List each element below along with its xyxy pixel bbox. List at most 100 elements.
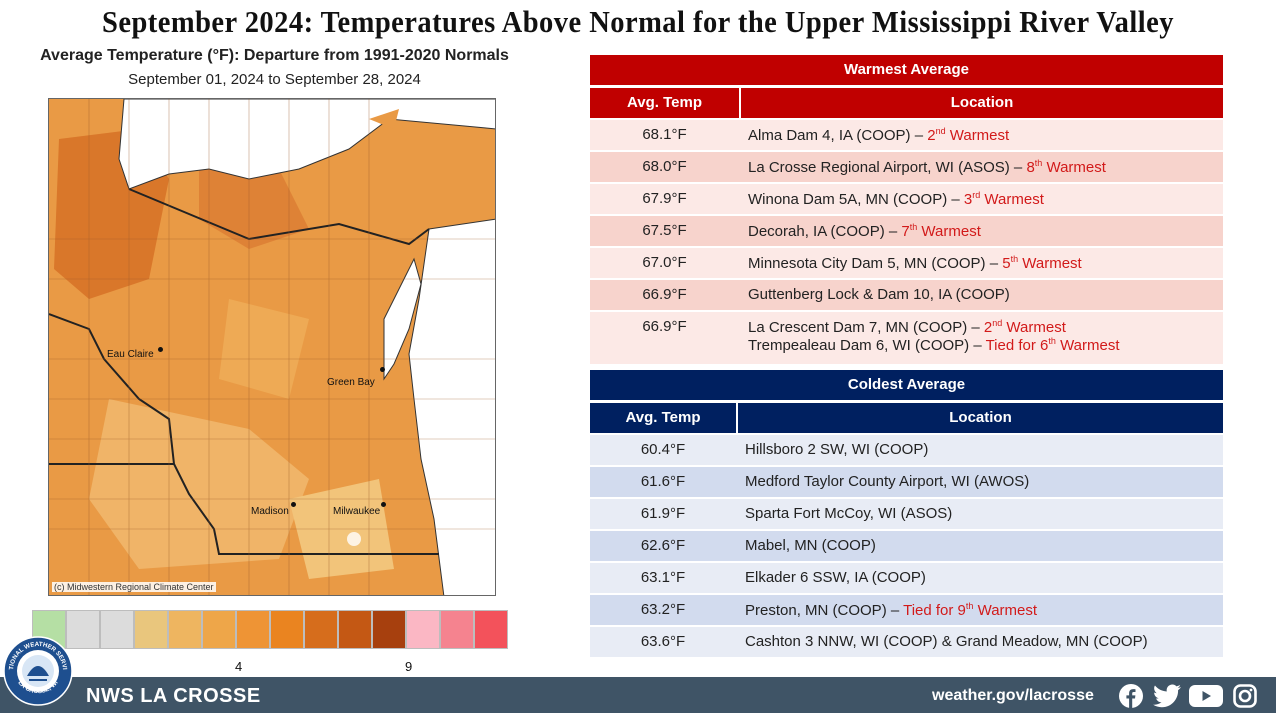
footer-website-link[interactable]: weather.gov/lacrosse [932,687,1094,704]
keweenaw-peninsula [369,109,399,129]
column-header-location: Location [739,88,1223,118]
location-cell: Guttenberg Lock & Dam 10, IA (COOP) [739,280,1223,310]
twitter-icon[interactable] [1153,684,1181,708]
avg-temp-cell: 63.6°F [640,633,686,650]
location-cell: Alma Dam 4, IA (COOP) – 2nd Warmest [739,120,1223,150]
table-row: 67.5°F Decorah, IA (COOP) – 7th Warmest [590,214,1223,246]
location-line: Cashton 3 NNW, WI (COOP) & Grand Meadow,… [745,633,1148,650]
avg-temp-cell: 68.0°F [642,158,687,175]
map-graphic [49,99,495,595]
table-row: 68.1°F Alma Dam 4, IA (COOP) – 2nd Warmes… [590,118,1223,150]
scale-color-cell [338,610,372,649]
green-bay-water [383,257,422,381]
avg-temp-cell: 67.5°F [642,222,687,239]
location-cell: Medford Taylor County Airport, WI (AWOS) [736,467,1223,497]
location-line: Sparta Fort McCoy, WI (ASOS) [745,505,953,522]
table-row: 62.6°F Mabel, MN (COOP) [590,529,1223,561]
facebook-icon[interactable] [1119,684,1143,708]
avg-temp-cell: 63.2°F [640,601,686,618]
scale-color-cell [168,610,202,649]
location-line: Preston, MN (COOP) – Tied for 9th Warmes… [745,601,1038,619]
temperature-departure-map: Eau Claire Green Bay Madison Milwaukee (… [48,98,496,596]
rank-suffix: nd [935,126,946,136]
table-row: 67.0°F Minnesota City Dam 5, MN (COOP) – … [590,246,1223,278]
location-cell: Preston, MN (COOP) – Tied for 9th Warmes… [736,595,1223,625]
eau-claire-dot [158,347,163,352]
city-label-madison: Madison [251,506,289,517]
avg-temp-cell: 62.6°F [640,537,686,554]
rank-suffix: th [1048,336,1056,346]
table-row: 61.6°F Medford Taylor County Airport, WI … [590,465,1223,497]
footer-bar: NWS LA CROSSE weather.gov/lacrosse [0,677,1276,713]
map-title: Average Temperature (°F): Departure from… [40,47,509,64]
location-line: Elkader 6 SSW, IA (COOP) [745,569,926,586]
city-label-milwaukee: Milwaukee [333,506,381,517]
scale-color-cell [270,610,304,649]
location-cell: Minnesota City Dam 5, MN (COOP) – 5th Wa… [739,248,1223,278]
table-row: 67.9°F Winona Dam 5A, MN (COOP) – 3rd Wa… [590,182,1223,214]
table-row: 60.4°F Hillsboro 2 SW, WI (COOP) [590,433,1223,465]
instagram-icon[interactable] [1233,684,1257,708]
warmest-rows: 68.1°F Alma Dam 4, IA (COOP) – 2nd Warmes… [590,118,1223,364]
avg-temp-cell: 67.9°F [642,190,687,207]
rank-suffix: th [1034,158,1043,168]
coldest-header: Avg. Temp Location [590,403,1223,433]
scale-color-cell [134,610,168,649]
location-line: Winona Dam 5A, MN (COOP) – 3rd Warmest [748,190,1044,208]
location-cell: La Crosse Regional Airport, WI (ASOS) – … [739,152,1223,182]
city-label-green-bay: Green Bay [327,377,375,388]
warm-anomaly-region [199,159,309,249]
avg-temp-cell: 68.1°F [642,126,687,143]
lake-superior [118,99,495,190]
milwaukee-dot [381,502,386,507]
youtube-icon[interactable] [1189,684,1223,708]
rank-note: 5th Warmest [1002,254,1082,272]
rank-note: 7th Warmest [901,222,981,240]
location-line: Alma Dam 4, IA (COOP) – 2nd Warmest [748,126,1010,144]
column-header-avg-temp: Avg. Temp [625,409,701,426]
scale-tick-label: 9 [405,659,413,674]
location-line: Guttenberg Lock & Dam 10, IA (COOP) [748,286,1010,303]
location-cell: Hillsboro 2 SW, WI (COOP) [736,435,1223,465]
scale-color-cell [372,610,406,649]
column-header-location: Location [736,403,1223,433]
location-cell: Winona Dam 5A, MN (COOP) – 3rd Warmest [739,184,1223,214]
warmest-caption: Warmest Average [590,55,1223,85]
avg-temp-cell: 66.9°F [642,318,687,335]
location-cell: Sparta Fort McCoy, WI (ASOS) [736,499,1223,529]
footer-office-name: NWS LA CROSSE [86,685,261,707]
warmest-table: Warmest Average Avg. Temp Location 68.1°… [590,55,1223,364]
rank-note: Tied for 6th Warmest [985,336,1120,354]
county-lines [49,99,495,595]
coldest-table: Coldest Average Avg. Temp Location 60.4°… [590,370,1223,657]
rank-note: 2nd Warmest [983,318,1066,336]
table-row: 63.6°F Cashton 3 NNW, WI (COOP) & Grand M… [590,625,1223,657]
scale-color-cell [66,610,100,649]
location-cell: Cashton 3 NNW, WI (COOP) & Grand Meadow,… [736,627,1223,657]
column-header-avg-temp: Avg. Temp [626,94,702,111]
scale-color-cell [406,610,440,649]
cool-spot [347,532,361,546]
scale-color-cell [474,610,508,649]
cool-anomaly-region [89,399,309,569]
table-row: 63.1°F Elkader 6 SSW, IA (COOP) [590,561,1223,593]
map-credit: (c) Midwestern Regional Climate Center [52,582,216,592]
avg-temp-cell: 63.1°F [640,569,686,586]
table-row: 66.9°F Guttenberg Lock & Dam 10, IA (COOP… [590,278,1223,310]
rank-note: 3rd Warmest [963,190,1044,208]
location-line: Medford Taylor County Airport, WI (AWOS) [745,473,1030,490]
scale-tick-label: 4 [235,659,243,674]
page-title: September 2024: Temperatures Above Norma… [102,4,1174,39]
avg-temp-cell: 66.9°F [642,286,687,303]
location-cell: Mabel, MN (COOP) [736,531,1223,561]
table-row: 63.2°F Preston, MN (COOP) – Tied for 9th … [590,593,1223,625]
avg-temp-cell: 61.9°F [640,505,686,522]
table-row: 68.0°F La Crosse Regional Airport, WI (AS… [590,150,1223,182]
location-cell: La Crescent Dam 7, MN (COOP) – 2nd Warme… [739,312,1223,364]
state-border [49,313,439,555]
color-scale-legend [32,610,508,649]
table-row: 66.9°F La Crescent Dam 7, MN (COOP) – 2nd… [590,310,1223,364]
rank-suffix: nd [992,318,1003,328]
rank-note: 8th Warmest [1026,158,1106,176]
location-line: Hillsboro 2 SW, WI (COOP) [745,441,929,458]
